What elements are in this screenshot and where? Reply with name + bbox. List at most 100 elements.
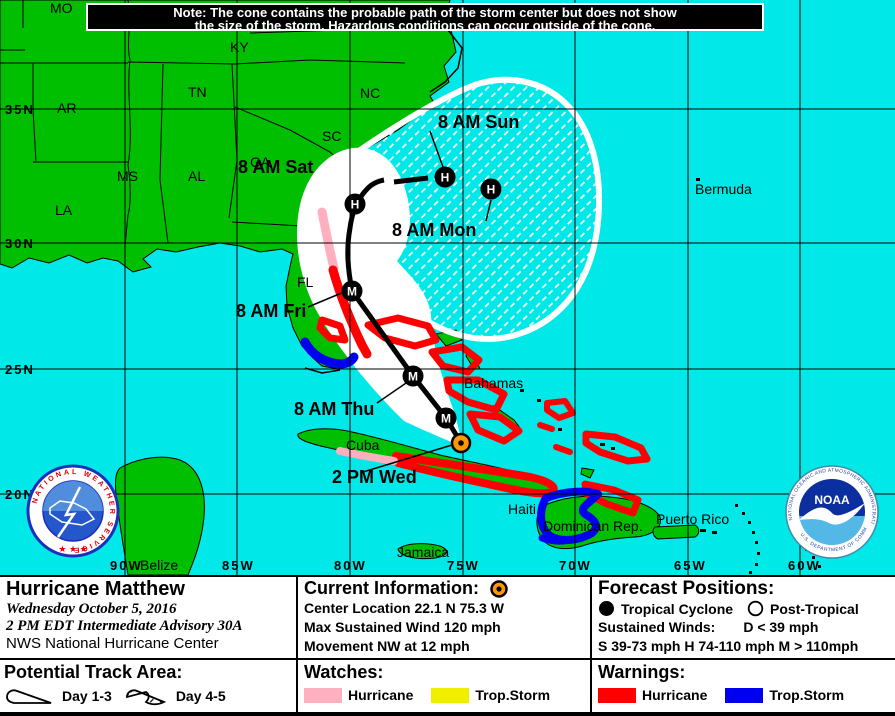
sustained-winds-label: Sustained Winds: <box>598 619 716 635</box>
lon-label: 90W <box>110 558 143 573</box>
place-label-bermuda: Bermuda <box>695 181 752 197</box>
current-position-dot <box>458 440 464 446</box>
forecast-position-marker <box>341 280 363 302</box>
lat-label: 30N <box>5 236 35 251</box>
tropical-cyclone-label: Tropical Cyclone <box>621 600 734 617</box>
forecast-position-letter: H <box>487 183 496 197</box>
label-connector <box>307 291 345 308</box>
forecast-position-letter: H <box>351 198 360 212</box>
watches-box: Watches: Hurricane Trop.Storm <box>304 662 586 710</box>
forecast-position-marker <box>344 193 366 215</box>
nws-logo: NATIONAL WEATHER SERVICE ★ ★ ★ <box>26 464 120 558</box>
hurricane-warning-turks-2 <box>537 422 573 455</box>
day13-label: Day 1-3 <box>62 688 112 704</box>
current-info-title: Current Information: <box>304 578 479 598</box>
track-label: 8 AM Sun <box>438 112 519 132</box>
hurricane-watch-fl <box>317 207 339 273</box>
day45-label: Day 4-5 <box>175 688 226 704</box>
movement: Movement NW at 12 mph <box>304 638 470 654</box>
label-connector <box>376 380 410 404</box>
storm-date: Wednesday October 5, 2016 <box>6 601 177 617</box>
watches-title: Watches: <box>304 662 384 682</box>
cone-day45-icon <box>125 689 166 706</box>
hurricane-warning-label: Hurricane <box>642 687 708 703</box>
label-connector <box>485 199 492 222</box>
warnings-title: Warnings: <box>598 662 686 682</box>
lon-label: 70W <box>559 558 592 573</box>
hurricane-warning-turks-3 <box>582 430 651 465</box>
hurricane-warning-swatch <box>598 687 636 703</box>
warnings-box: Warnings: Hurricane Trop.Storm <box>598 662 892 710</box>
forecast-positions-title: Forecast Positions: <box>598 578 775 599</box>
lon-label: 65W <box>674 558 707 573</box>
place-label-al: AL <box>188 168 205 184</box>
label-connectors <box>307 130 492 473</box>
track-time-labels: 8 AM Sun 8 AM Sat 8 AM Mon 8 AM Fri 8 AM Thu… <box>236 112 519 487</box>
bottom-bar <box>0 712 895 716</box>
center-location: Center Location 22.1 N 75.3 W <box>304 600 504 616</box>
current-info-box: Current Information: Center Location 22.… <box>304 578 586 656</box>
place-label-fl: FL <box>297 274 314 290</box>
place-label-belize: Belize <box>140 557 178 573</box>
tropstorm-watch-label: Trop.Storm <box>475 687 551 703</box>
jamaica <box>397 543 447 560</box>
tropstorm-watch-swatch <box>431 687 470 703</box>
forecast-position-letter: M <box>347 285 357 299</box>
tropstorm-warning-swatch <box>725 687 764 703</box>
latlon-grid <box>0 0 895 575</box>
lon-label: 80W <box>334 558 367 573</box>
cone-day13-icon <box>6 689 52 704</box>
forecast-position-marker <box>435 407 457 429</box>
tropstorm-warning-label: Trop.Storm <box>769 687 845 703</box>
track-label: 8 AM Mon <box>392 220 476 240</box>
place-label-ga: GA <box>250 154 271 170</box>
place-label-cuba: Cuba <box>346 437 380 453</box>
forecast-position-marker <box>480 178 502 200</box>
place-label-bahamas: Bahamas <box>464 375 523 391</box>
forecast-position-markers: M M M H H H <box>341 166 502 454</box>
hurricane-warning-fl <box>328 265 372 359</box>
track-area-title: Potential Track Area: <box>4 662 183 682</box>
forecast-position-marker <box>402 365 424 387</box>
lat-label: 20N <box>5 487 35 502</box>
legend-divider-1 <box>296 577 298 716</box>
label-connector <box>429 130 444 168</box>
place-label-ms: MS <box>117 168 138 184</box>
tropical-cyclone-icon <box>599 601 614 616</box>
forecast-map: M M M H H H MO KY TN NC SC AR MS AL GA LA FL Bermuda Baha… <box>0 0 895 576</box>
banner-line1: Note: The cone contains the probable pat… <box>173 5 677 20</box>
post-tropical-icon <box>747 600 764 617</box>
track-label: 8 AM Fri <box>236 301 306 321</box>
storm-name: Hurricane Matthew <box>6 578 185 600</box>
post-tropical-label: Post-Tropical <box>770 600 859 617</box>
hurricane-warning-bahamas-2 <box>428 343 483 376</box>
lat-label: 25N <box>5 362 35 377</box>
map-canvas: M M M H H H MO KY TN NC SC AR MS AL GA LA FL Bermuda Baha… <box>0 0 895 576</box>
place-label-nc: NC <box>360 85 380 101</box>
hurricane-warning-bahamas-3 <box>443 376 508 414</box>
label-connector <box>362 444 453 473</box>
lon-label: 75W <box>447 558 480 573</box>
great-inagua <box>580 467 595 479</box>
place-label-la: LA <box>55 202 73 218</box>
place-label-ky: KY <box>230 39 249 55</box>
place-label-dominican-rep-: Dominican Rep. <box>543 518 643 534</box>
lon-label: 85W <box>222 558 255 573</box>
forecast-position-letter: H <box>441 171 450 185</box>
forecast-position-letter: M <box>408 370 418 384</box>
hurricane-warning-turks-1 <box>544 398 576 421</box>
hurricane-watch-swatch <box>304 687 342 703</box>
storm-id-box: Hurricane Matthew Wednesday October 5, 2… <box>6 578 290 656</box>
lon-label: 60W <box>788 558 821 573</box>
tropstorm-warning-haiti <box>537 487 602 544</box>
legend-divider-horizontal <box>0 658 895 660</box>
forecast-position-letter: M <box>441 412 451 426</box>
cone-note-banner: Note: The cone contains the probable pat… <box>86 3 764 32</box>
place-label-sc: SC <box>322 128 341 144</box>
track-area-box: Potential Track Area: Day 1-3 Day 4-5 <box>4 662 290 710</box>
forecast-position-marker <box>434 166 456 188</box>
track-label: 8 AM Thu <box>294 399 374 419</box>
place-labels: MO KY TN NC SC AR MS AL GA LA FL Bermuda Bahamas Cuba… <box>50 0 752 573</box>
hurricane-warning-bahamas-4 <box>466 410 523 445</box>
